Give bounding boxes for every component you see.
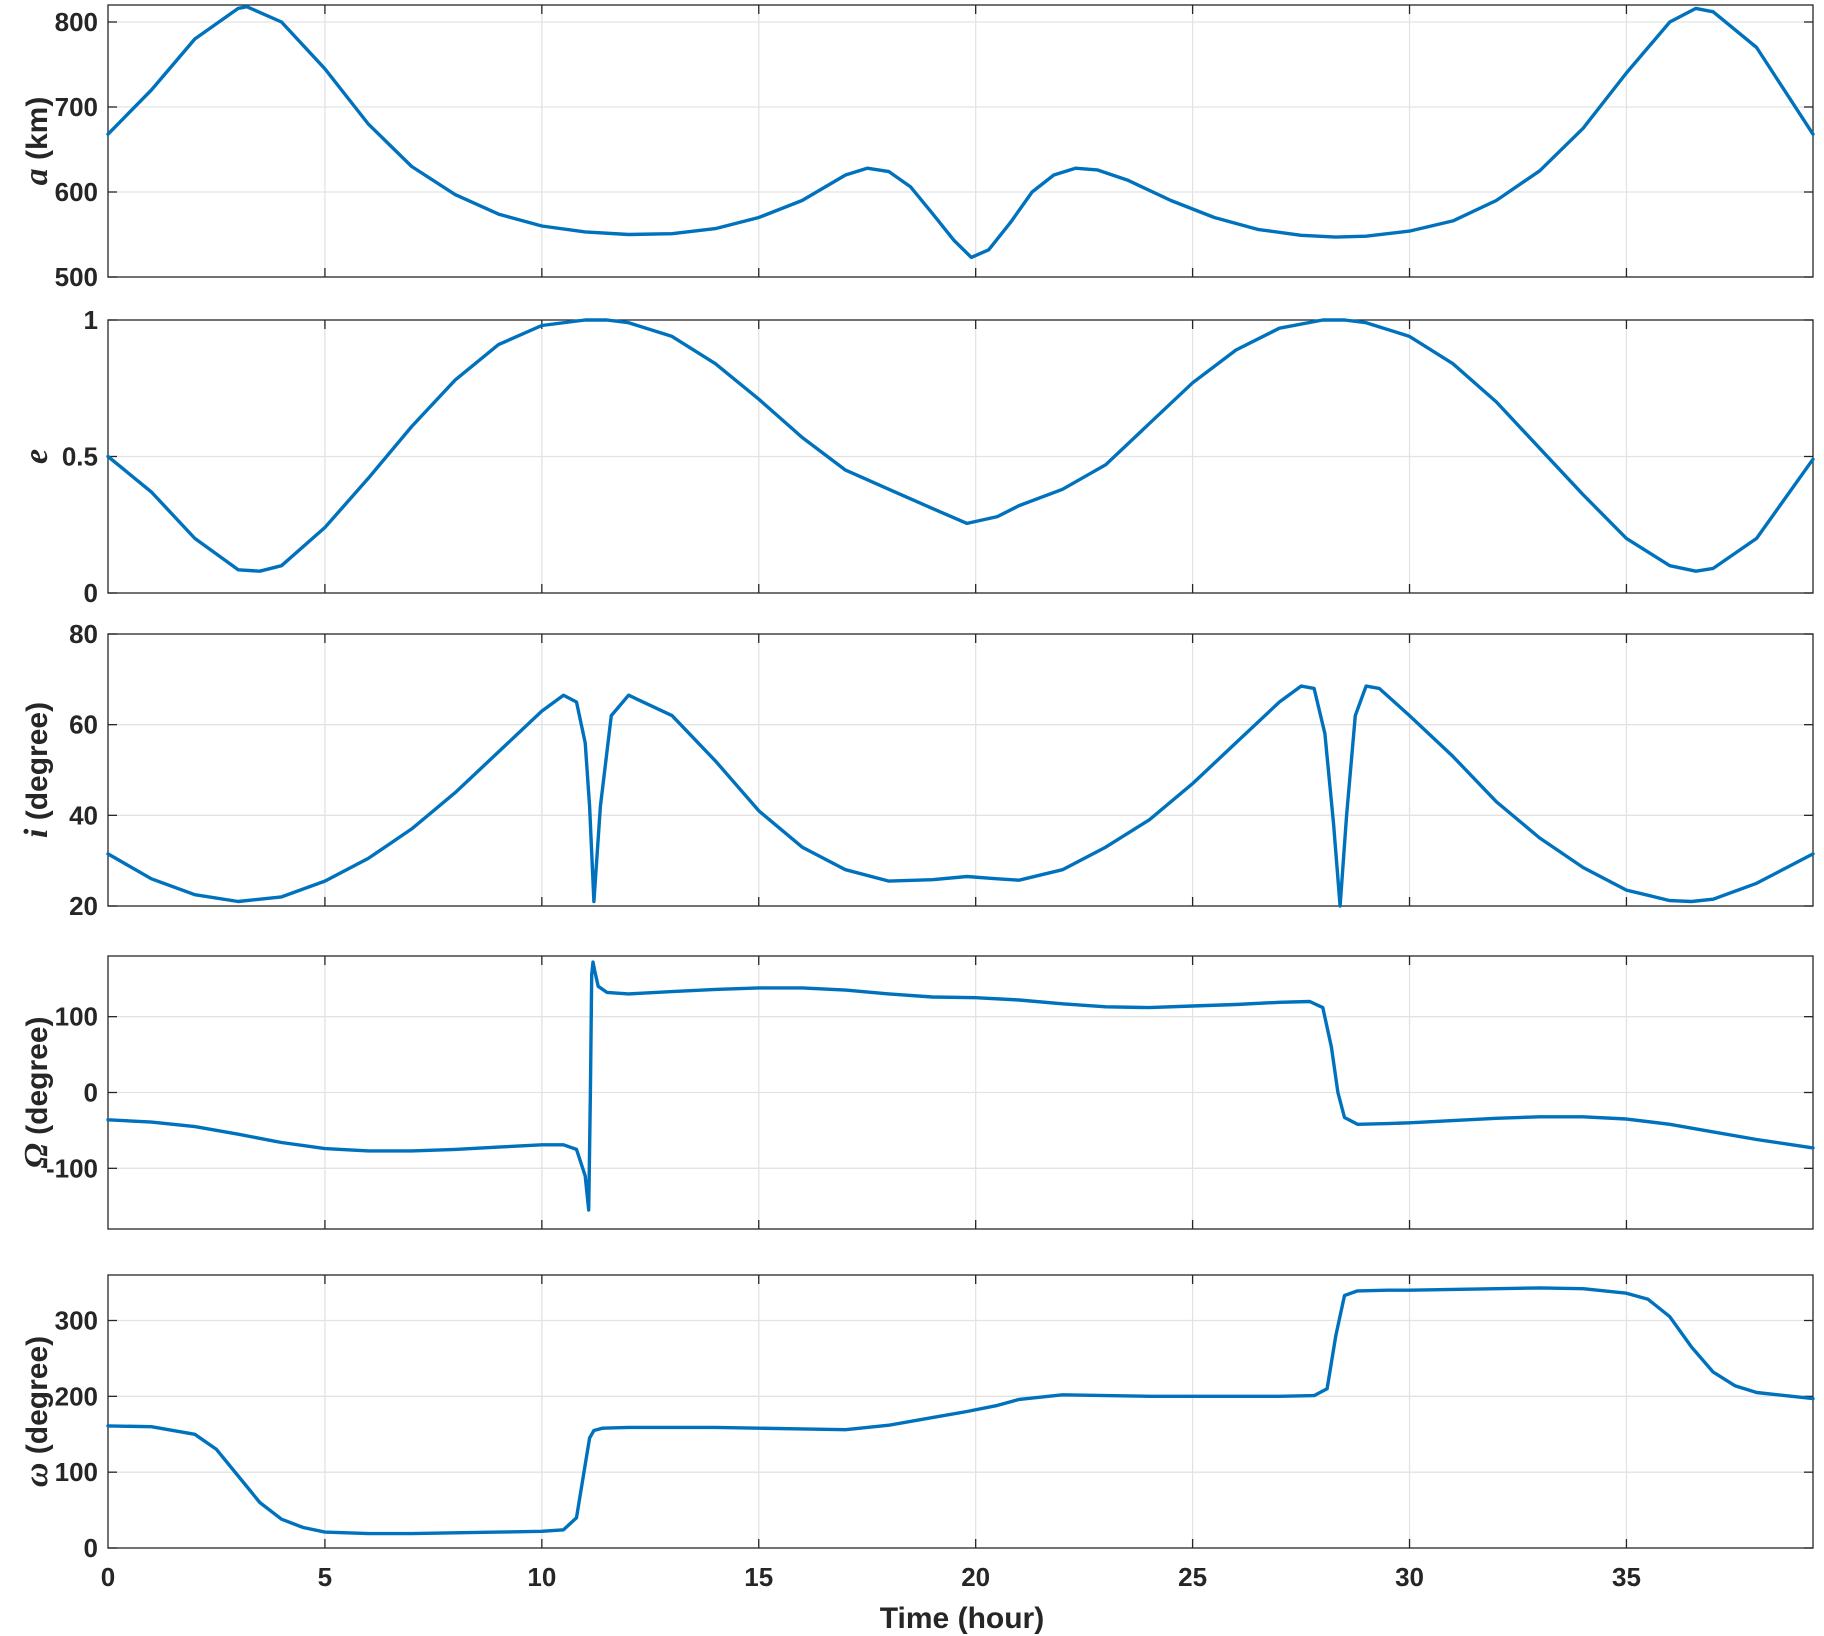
- y-tick-label: 0: [84, 1078, 98, 1108]
- y-tick-label: 200: [55, 1381, 98, 1411]
- y-tick-label: 0: [84, 1533, 98, 1563]
- axes-box: [107, 1274, 1814, 1549]
- axes-box: [107, 4, 1814, 278]
- x-tick-label: 20: [961, 1562, 990, 1592]
- y-tick-label: 20: [69, 891, 98, 921]
- y-tick-label: 40: [69, 800, 98, 830]
- axes-box: [107, 633, 1814, 907]
- y-tick-label: 80: [69, 619, 98, 649]
- y-tick-label: 100: [55, 1457, 98, 1487]
- y-axis-label: ω (degree): [18, 1336, 55, 1487]
- y-tick-label: 600: [55, 177, 98, 207]
- x-axis-label: Time (hour): [880, 1602, 1044, 1635]
- y-axis-label: e: [18, 449, 55, 464]
- panel-argument-of-perigee: 0 100 200 300 0 5 10 15 20 25 30 35 ω (degree): [18, 1274, 1815, 1592]
- x-tick-label: 35: [1612, 1562, 1641, 1592]
- series-line: [106, 5, 1815, 260]
- series-line: [106, 684, 1815, 908]
- y-tick-label: 60: [69, 710, 98, 740]
- x-tick-label: 15: [744, 1562, 773, 1592]
- y-tick-label: 0.5: [62, 442, 98, 472]
- y-axis-label: i (degree): [18, 702, 55, 838]
- y-axis-label: a (km): [18, 97, 55, 186]
- series-line: [106, 1286, 1815, 1536]
- y-tick-label: 800: [55, 7, 98, 37]
- y-tick-label: -100: [46, 1153, 98, 1183]
- x-tick-label: 30: [1395, 1562, 1424, 1592]
- y-tick-label: 300: [55, 1306, 98, 1336]
- y-tick-label: 100: [55, 1002, 98, 1032]
- y-tick-label: 0: [84, 578, 98, 608]
- panel-inclination: 20 40 60 80 i (degree): [18, 619, 1815, 921]
- series-line: [106, 960, 1815, 1212]
- x-tick-label: 5: [318, 1562, 332, 1592]
- panel-semi-major-axis: 500 600 700 800 a (km): [18, 4, 1815, 292]
- y-tick-label: 1: [84, 305, 98, 335]
- y-axis-label: Ω (degree): [18, 1016, 55, 1168]
- panel-eccentricity: 0 0.5 1 e: [18, 305, 1815, 608]
- series-line: [106, 318, 1815, 573]
- x-tick-label: 0: [101, 1562, 115, 1592]
- x-tick-label: 25: [1178, 1562, 1207, 1592]
- y-tick-label: 500: [55, 262, 98, 292]
- y-tick-label: 700: [55, 92, 98, 122]
- x-tick-label: 10: [527, 1562, 556, 1592]
